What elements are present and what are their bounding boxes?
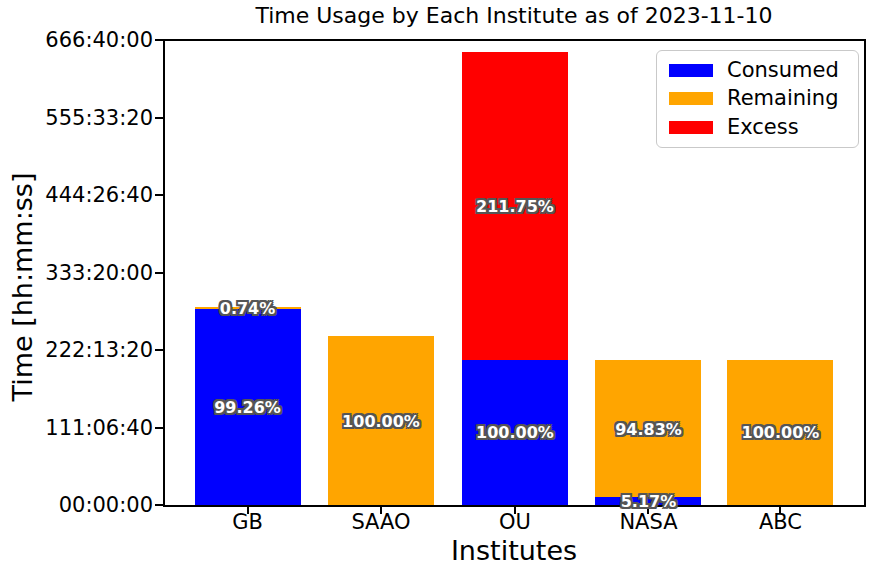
legend-swatch-consumed-icon	[669, 64, 713, 77]
legend-label-consumed: Consumed	[727, 60, 839, 81]
y-tick-mark	[155, 349, 163, 351]
bar-label-gb-consumed: 99.26%	[214, 397, 281, 416]
legend-label-excess: Excess	[727, 117, 799, 138]
legend-swatch-excess-icon	[669, 121, 713, 134]
bar-label-abc-remaining: 100.00%	[742, 423, 820, 442]
x-tick-mark	[380, 506, 382, 514]
y-tick-mark	[155, 427, 163, 429]
chart-title: Time Usage by Each Institute as of 2023-…	[164, 3, 864, 29]
y-tick-mark	[155, 504, 163, 506]
x-tick-mark	[247, 506, 249, 514]
legend-label-remaining: Remaining	[727, 88, 839, 109]
y-tick-label: 666:40:00	[0, 28, 153, 52]
x-tick-mark	[514, 506, 516, 514]
legend-swatch-remaining-icon	[669, 92, 713, 105]
bar-label-nasa-consumed: 5.17%	[621, 492, 677, 511]
y-tick-label: 222:13:20	[0, 338, 153, 362]
bar-label-ou-consumed: 100.00%	[476, 423, 554, 442]
y-tick-mark	[155, 194, 163, 196]
legend-item-excess: Excess	[669, 117, 852, 138]
legend: Consumed Remaining Excess	[656, 50, 859, 148]
legend-item-consumed: Consumed	[669, 60, 852, 81]
bar-label-ou-excess: 211.75%	[476, 196, 554, 215]
y-tick-label: 333:20:00	[0, 261, 153, 285]
y-tick-mark	[155, 272, 163, 274]
y-tick-mark	[155, 39, 163, 41]
x-axis-label: Institutes	[451, 535, 577, 566]
bar-label-nasa-remaining: 94.83%	[615, 419, 682, 438]
y-tick-label: 00:00:00	[0, 493, 153, 517]
y-tick-mark	[155, 117, 163, 119]
bar-label-saao-remaining: 100.00%	[342, 411, 420, 430]
y-tick-label: 444:26:40	[0, 183, 153, 207]
figure: Time Usage by Each Institute as of 2023-…	[0, 0, 875, 574]
y-tick-label: 111:06:40	[0, 416, 153, 440]
x-tick-mark	[779, 506, 781, 514]
y-tick-label: 555:33:20	[0, 106, 153, 130]
legend-item-remaining: Remaining	[669, 88, 852, 109]
bar-label-gb-remaining: 0.74%	[220, 298, 276, 317]
